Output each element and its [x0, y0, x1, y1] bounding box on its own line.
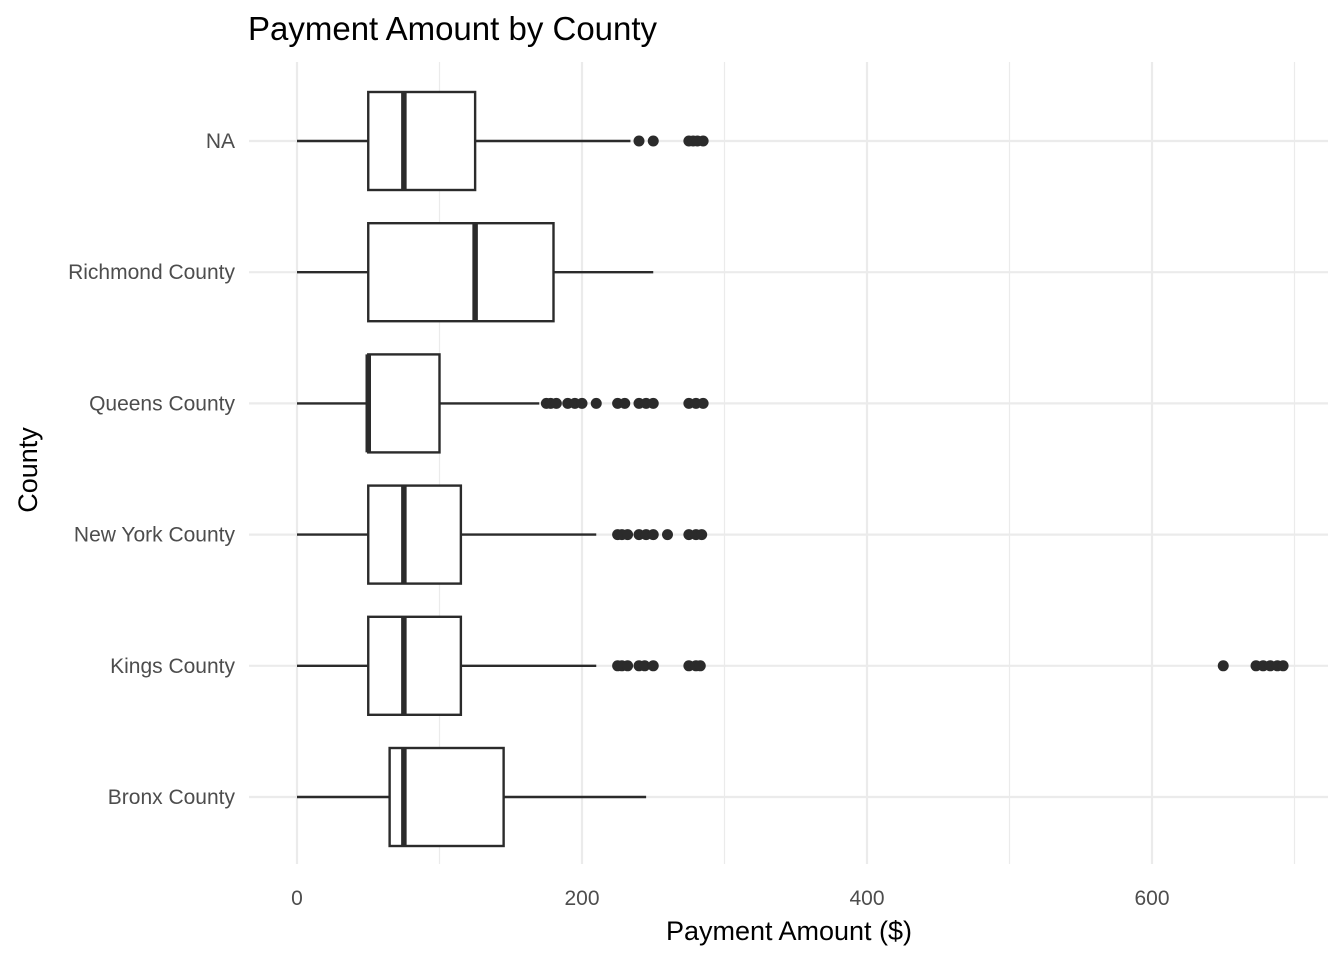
outlier-point	[697, 397, 709, 409]
outlier-point	[1217, 660, 1229, 672]
outlier-point	[647, 135, 659, 147]
box-richmond-county	[297, 221, 654, 323]
outlier-point	[647, 660, 659, 672]
outlier-point	[590, 397, 602, 409]
x-tick-label: 200	[564, 887, 599, 910]
iqr-box	[367, 221, 555, 323]
x-tick-label: 0	[291, 887, 303, 910]
outlier-point	[647, 397, 659, 409]
x-axis-title: Payment Amount ($)	[666, 916, 912, 946]
outlier-point	[694, 660, 706, 672]
outlier-point	[633, 135, 645, 147]
outlier-point	[639, 660, 651, 672]
outlier-point	[696, 529, 708, 541]
chart-title: Payment Amount by County	[248, 10, 658, 47]
box-kings-county	[297, 615, 1289, 716]
x-tick-label: 600	[1134, 887, 1169, 910]
outlier-point	[1277, 660, 1289, 672]
outlier-point	[576, 397, 588, 409]
box-bronx-county	[297, 746, 647, 848]
outlier-point	[622, 529, 634, 541]
y-tick-label: Bronx County	[108, 786, 236, 809]
y-tick-label: New York County	[74, 524, 236, 547]
gridlines	[295, 62, 1296, 864]
box-new-york-county	[297, 484, 708, 585]
outlier-point	[622, 660, 634, 672]
y-tick-label: Queens County	[89, 392, 235, 415]
iqr-box	[367, 90, 477, 192]
iqr-box	[367, 615, 463, 716]
x-tick-label: 400	[849, 887, 884, 910]
outlier-point	[619, 397, 631, 409]
box-queens-county	[297, 353, 709, 454]
outlier-point	[647, 529, 659, 541]
x-axis-tick-labels: 0 200 400 600	[291, 887, 1169, 910]
y-tick-label: Richmond County	[68, 261, 235, 284]
iqr-box	[367, 353, 441, 454]
iqr-box	[388, 746, 505, 848]
outlier-point	[550, 397, 562, 409]
y-axis-title: County	[13, 427, 43, 513]
y-tick-label: NA	[206, 130, 235, 153]
y-axis-tick-labels: Bronx County Kings County New York County Q…	[68, 130, 235, 809]
box-na	[297, 90, 709, 192]
y-tick-label: Kings County	[110, 655, 235, 678]
iqr-box	[367, 484, 463, 585]
outlier-point	[662, 529, 673, 541]
outlier-point	[697, 135, 709, 147]
boxplot-series	[297, 90, 1289, 848]
